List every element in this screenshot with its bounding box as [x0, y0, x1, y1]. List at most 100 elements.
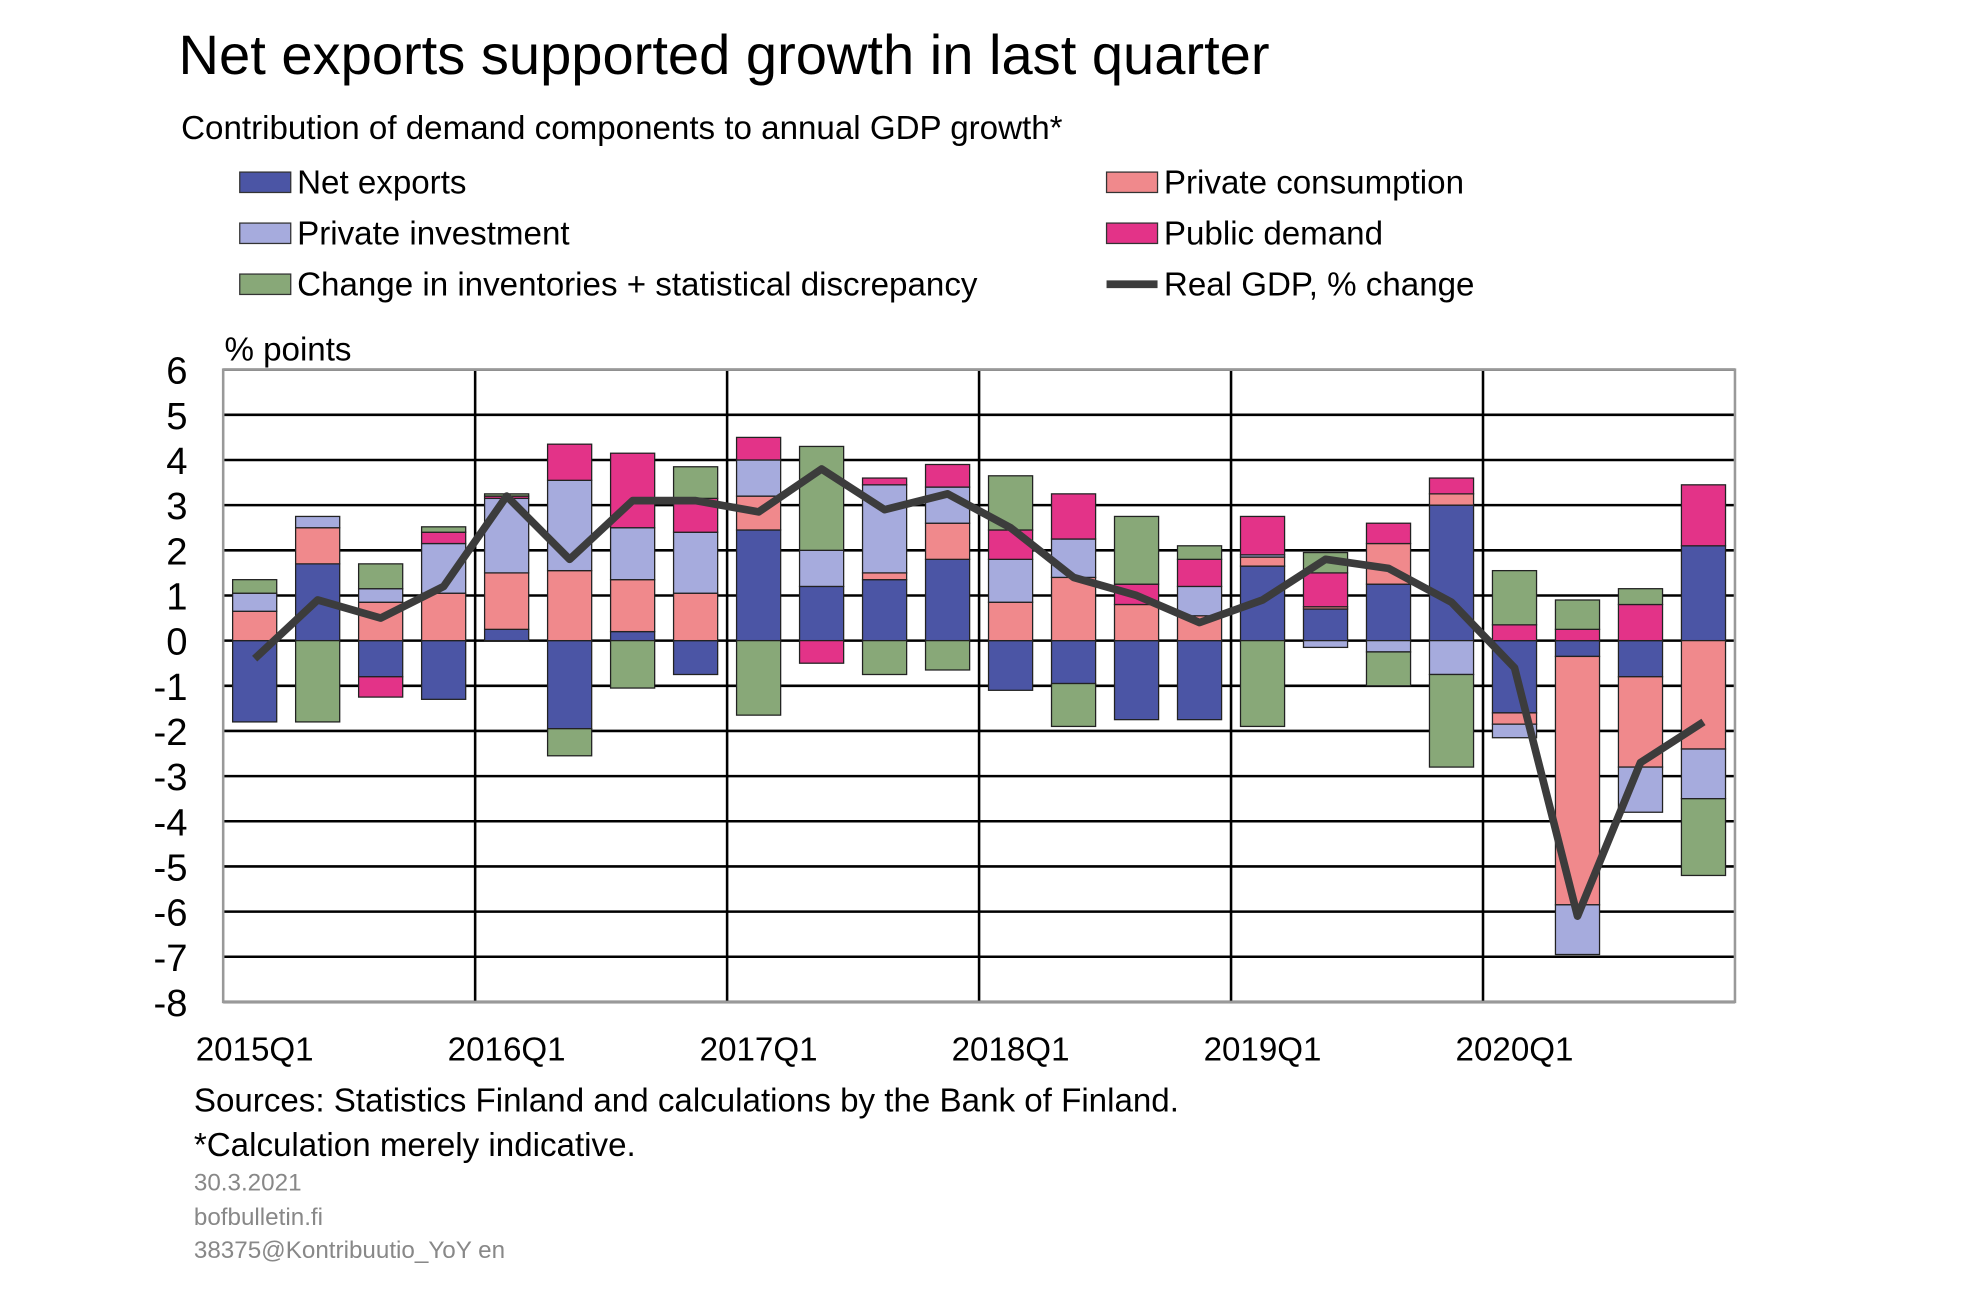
bar-segment	[420, 526, 467, 533]
bar-segment	[1113, 515, 1160, 585]
bar-segment	[924, 639, 971, 671]
bar-segment	[294, 515, 341, 529]
y-tick-label: 4	[166, 440, 187, 483]
bar-segment	[546, 569, 593, 642]
legend-swatch	[1105, 222, 1159, 245]
bar-segment	[735, 436, 782, 461]
bar-segment	[231, 610, 278, 642]
bar-segment	[231, 592, 278, 612]
bar-segment	[1554, 639, 1601, 658]
bar-segment	[294, 527, 341, 565]
bar-segment	[546, 443, 593, 481]
x-tick-label: 2018Q1	[952, 1032, 1070, 1069]
bar-segment	[357, 588, 404, 603]
bar-segment	[1176, 545, 1223, 560]
bar-segment	[798, 639, 845, 664]
chart-subtitle: Contribution of demand components to ann…	[181, 110, 1063, 147]
bar-segment	[672, 639, 719, 676]
bar-segment	[861, 477, 908, 486]
bar-segment	[420, 639, 467, 700]
bar-segment	[672, 466, 719, 500]
x-tick-label: 2020Q1	[1456, 1032, 1574, 1069]
gdp-line	[252, 465, 1706, 920]
legend-swatch	[1105, 171, 1159, 194]
bar-segment	[231, 579, 278, 594]
bar-segment	[1428, 639, 1475, 676]
bar-segment	[924, 558, 971, 642]
bar-segment	[1428, 477, 1475, 495]
y-tick-label: 6	[166, 350, 187, 393]
bar-segment	[1176, 585, 1223, 617]
legend-label: Private consumption	[1164, 165, 1464, 202]
bar-segment	[609, 579, 656, 633]
bar-segment	[357, 563, 404, 590]
bar-segment	[987, 558, 1034, 603]
y-tick-label: 0	[166, 621, 187, 664]
bar-segment	[1239, 556, 1286, 567]
bar-segment	[1617, 588, 1664, 606]
bar-segment	[987, 639, 1034, 691]
bar-segment	[1617, 639, 1664, 678]
bar-segment	[1050, 639, 1097, 685]
y-tick-label: 2	[166, 530, 187, 573]
bar-segment	[1239, 639, 1286, 728]
bar-segment	[672, 592, 719, 642]
plot-frame	[221, 368, 1737, 1004]
date: 30.3.2021	[194, 1170, 302, 1197]
bar-segment	[798, 549, 845, 588]
bar-segment	[609, 527, 656, 581]
bar-segment	[1680, 748, 1727, 800]
bar-segment	[1491, 723, 1538, 739]
bar-segment	[1302, 608, 1349, 642]
bar-segment	[546, 639, 593, 730]
y-axis-label: % points	[224, 332, 351, 369]
bar-segment	[1491, 624, 1538, 642]
bar-segment	[357, 676, 404, 698]
bar-segment	[1617, 603, 1664, 642]
bar-segment	[861, 639, 908, 676]
bar-segment	[1176, 639, 1223, 721]
bar-segment	[1428, 493, 1475, 506]
bar-segment	[1554, 599, 1601, 630]
note: *Calculation merely indicative.	[194, 1127, 636, 1164]
y-tick-label: -1	[153, 666, 187, 709]
bar-segment	[1491, 569, 1538, 626]
bar-segment	[1176, 558, 1223, 588]
bar-segment	[546, 728, 593, 757]
bar-segment	[357, 639, 404, 678]
bar-segment	[609, 630, 656, 642]
bar-segment	[483, 628, 530, 642]
legend-swatch	[239, 171, 292, 194]
y-tick-label: -7	[153, 937, 187, 980]
legend-label: Net exports	[297, 165, 466, 202]
bar-segment	[483, 572, 530, 630]
legend-label: Private investment	[297, 216, 569, 253]
bar-segment	[1050, 576, 1097, 642]
bar-segment	[1554, 628, 1601, 642]
y-tick-label: -6	[153, 892, 187, 935]
site: bofbulletin.fi	[194, 1204, 323, 1231]
bar-segment	[987, 601, 1034, 642]
legend-label: Public demand	[1164, 216, 1383, 253]
bar-segment	[735, 459, 782, 497]
sources: Sources: Statistics Finland and calculat…	[194, 1083, 1179, 1120]
x-tick-label: 2019Q1	[1204, 1032, 1322, 1069]
bar-segment	[231, 639, 278, 723]
legend-swatch	[239, 273, 292, 296]
bar-segment	[1680, 484, 1727, 547]
bar-segment	[1617, 676, 1664, 768]
bar-segment	[1113, 639, 1160, 721]
bar-segment	[861, 579, 908, 642]
y-tick-label: -8	[153, 982, 187, 1025]
bar-segment	[609, 639, 656, 689]
bar-segment	[798, 445, 845, 551]
bar-segment	[420, 531, 467, 545]
bar-segment	[735, 639, 782, 716]
bar-segment	[1302, 639, 1349, 649]
y-tick-label: -4	[153, 801, 187, 844]
x-tick-label: 2016Q1	[448, 1032, 566, 1069]
bar-segment	[1680, 798, 1727, 877]
bar-segment	[798, 585, 845, 642]
bar-segment	[1239, 515, 1286, 556]
